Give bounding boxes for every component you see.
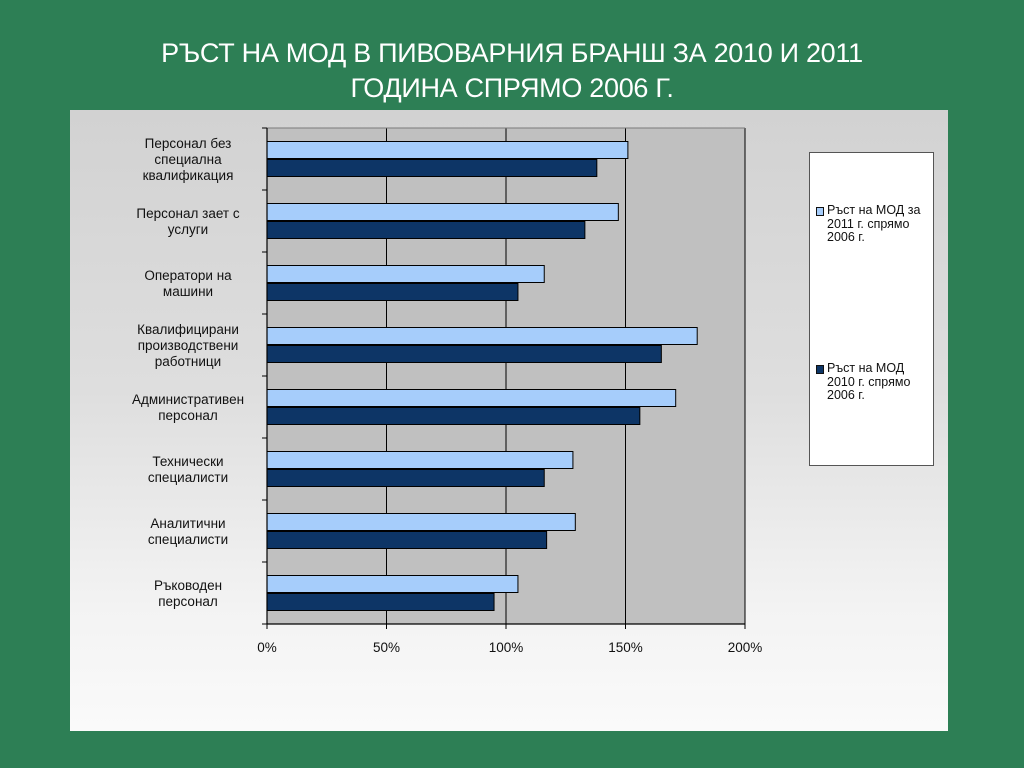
- category-label: Оператори на машини: [144, 268, 232, 299]
- chart-legend: Ръст на МОД за 2011 г. спрямо 2006 г. Ръ…: [809, 152, 934, 466]
- bar-2011: [266, 451, 574, 469]
- bar-2011: [266, 327, 698, 345]
- category-label-line: квалификация: [143, 168, 234, 183]
- category-label: Ръководен персонал: [154, 578, 222, 609]
- category-label: Аналитични специалисти: [148, 516, 228, 547]
- bar-2010: [266, 407, 641, 425]
- category-label-line: специалисти: [148, 532, 228, 547]
- category-label-line: Административен: [132, 392, 244, 407]
- category-label-line: производствени: [138, 338, 239, 353]
- bar-2010: [266, 159, 598, 177]
- bar-2011: [266, 203, 619, 221]
- category-label-line: персонал: [158, 594, 218, 609]
- x-tick-label: 0%: [257, 640, 277, 655]
- legend-label-2010: Ръст на МОД 2010 г. спрямо 2006 г.: [827, 361, 911, 402]
- category-label: Персонал зает с услуги: [136, 206, 239, 237]
- category-label-line: специална: [154, 152, 222, 167]
- bar-2010: [266, 345, 662, 363]
- category-label-line: Ръководен: [154, 578, 222, 593]
- category-label: Административен персонал: [132, 392, 244, 423]
- bar-2010: [266, 283, 519, 301]
- category-label-line: Квалифицирани: [137, 322, 239, 337]
- category-label-line: работници: [155, 354, 221, 369]
- bar-2011: [266, 141, 629, 159]
- x-tick-label: 200%: [728, 640, 763, 655]
- title-line-2: ГОДИНА СПРЯМО 2006 Г.: [350, 73, 674, 103]
- slide-title: РЪСТ НА МОД В ПИВОВАРНИЯ БРАНШ ЗА 2010 И…: [0, 36, 1024, 106]
- category-label-line: специалисти: [148, 470, 228, 485]
- bar-2010: [266, 531, 548, 549]
- bar-2010: [266, 593, 495, 611]
- legend-item-2011: Ръст на МОД за 2011 г. спрямо 2006 г.: [816, 203, 931, 245]
- bar-2011: [266, 575, 519, 593]
- legend-item-2010: Ръст на МОД 2010 г. спрямо 2006 г.: [816, 361, 931, 403]
- bar-2011: [266, 389, 677, 407]
- x-tick-label: 150%: [608, 640, 643, 655]
- x-tick-label: 50%: [373, 640, 400, 655]
- category-label-line: Аналитични: [150, 516, 225, 531]
- bar-2010: [266, 221, 586, 239]
- category-label-line: Персонал без: [145, 136, 232, 151]
- category-label-line: услуги: [168, 222, 208, 237]
- x-tick-label: 100%: [489, 640, 524, 655]
- category-label-line: Персонал зает с: [136, 206, 239, 221]
- category-label-line: Оператори на: [144, 268, 232, 283]
- category-label-line: персонал: [158, 408, 218, 423]
- bar-2011: [266, 513, 576, 531]
- legend-swatch-2010: [816, 365, 824, 374]
- category-label: Персонал без специална квалификация: [143, 136, 234, 183]
- category-label: Технически специалисти: [148, 454, 228, 485]
- category-label-line: машини: [163, 284, 213, 299]
- title-line-1: РЪСТ НА МОД В ПИВОВАРНИЯ БРАНШ ЗА 2010 И…: [161, 38, 863, 68]
- bar-2010: [266, 469, 545, 487]
- category-label-line: Технически: [152, 454, 223, 469]
- bar-2011: [266, 265, 545, 283]
- category-label: Квалифицирани производствени работници: [137, 322, 239, 369]
- legend-swatch-2011: [816, 207, 824, 216]
- legend-label-2011: Ръст на МОД за 2011 г. спрямо 2006 г.: [827, 203, 921, 244]
